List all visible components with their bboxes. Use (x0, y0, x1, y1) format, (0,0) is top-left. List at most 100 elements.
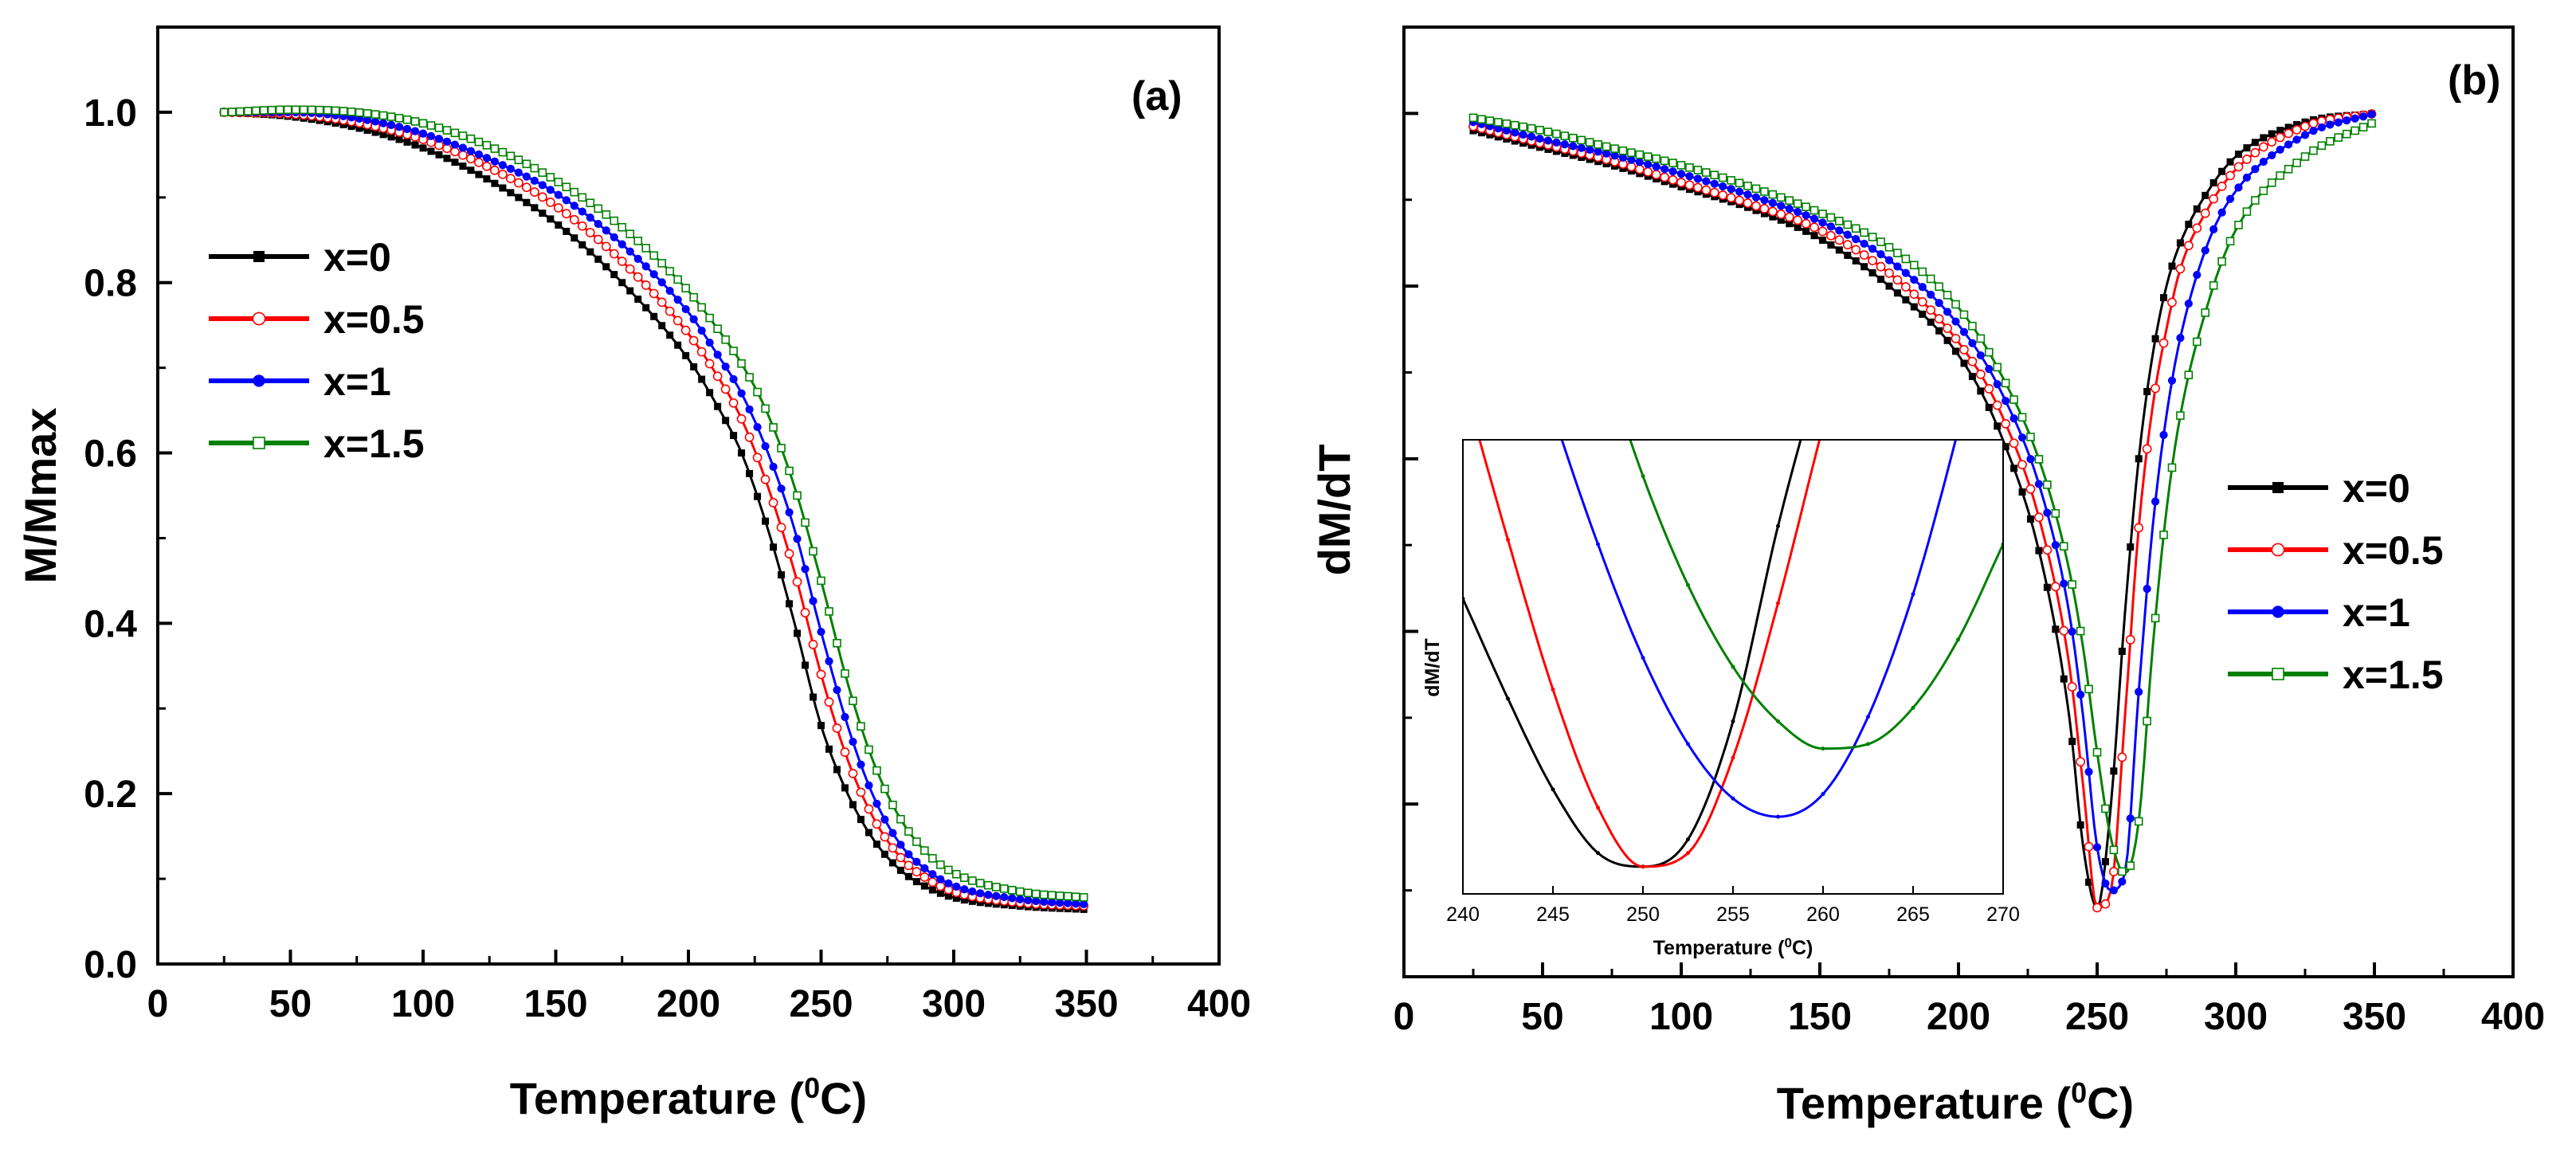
data-point (466, 147, 476, 155)
inset-data-point (1596, 338, 1600, 342)
data-point (2118, 648, 2126, 656)
data-point (2068, 580, 2076, 589)
data-point (363, 126, 371, 134)
data-point (466, 134, 476, 143)
legend-item-x-0-5: x=0.5 (209, 297, 425, 342)
data-point (657, 278, 666, 287)
data-point (880, 850, 888, 858)
data-point (275, 105, 284, 115)
x-tick-label: 100 (1649, 996, 1713, 1038)
data-point (2251, 196, 2260, 205)
data-point (2309, 146, 2318, 155)
data-point (1835, 226, 1844, 235)
data-point (2101, 858, 2109, 866)
data-point (474, 157, 484, 167)
data-point (1577, 143, 1586, 152)
data-point (1842, 240, 1853, 250)
data-point (2300, 152, 2310, 161)
inset-data-point (1506, 29, 1510, 33)
data-point (760, 474, 770, 484)
data-point (2209, 225, 2218, 233)
data-point (1727, 185, 1735, 194)
data-point (2193, 205, 2201, 213)
data-point (992, 891, 1001, 900)
data-point (936, 889, 944, 897)
data-point (1809, 222, 1819, 233)
data-point (1935, 282, 1943, 291)
data-point (2026, 515, 2034, 523)
data-point (641, 244, 651, 253)
data-point (1927, 290, 1935, 299)
data-point (1676, 170, 1686, 178)
data-point (904, 860, 914, 871)
data-point (1502, 126, 1511, 135)
data-point (2026, 433, 2035, 441)
data-point (1735, 178, 1744, 188)
panel-a-series (219, 105, 1089, 913)
data-point (753, 422, 762, 432)
panel-b-label: (b) (2448, 57, 2500, 104)
data-point (888, 859, 896, 867)
legend-marker (253, 437, 265, 449)
data-point (339, 107, 348, 116)
panel-a-y-axis-title: M/Mmax (15, 408, 65, 584)
data-point (577, 221, 587, 231)
data-point (976, 889, 985, 898)
data-point (665, 286, 674, 296)
data-point (435, 151, 443, 159)
data-point (569, 214, 579, 225)
data-point (952, 869, 961, 879)
data-point (1031, 889, 1041, 899)
data-point (538, 168, 547, 177)
data-point (363, 109, 372, 118)
data-point (2060, 675, 2068, 683)
data-point (944, 892, 952, 900)
data-point (1627, 148, 1636, 157)
data-point (1885, 282, 1893, 290)
data-point (753, 387, 762, 397)
data-point (1618, 153, 1628, 163)
data-point (1827, 241, 1835, 249)
data-point (737, 359, 746, 368)
data-point (824, 697, 834, 707)
series-line (224, 111, 1087, 911)
data-point (1594, 147, 1602, 156)
panel-a: 0 50 100 150 200 250 300 350 400 0.0 0.2 0.4 0.6 0.8… (15, 25, 1251, 1123)
series-x-1 (220, 108, 1088, 909)
y-tick-label: 1.0 (84, 92, 137, 135)
data-point (793, 491, 802, 500)
legend-marker (2272, 482, 2284, 493)
data-point (1032, 896, 1041, 906)
data-point (714, 402, 722, 410)
data-point (618, 279, 626, 287)
data-point (681, 304, 690, 314)
data-point (1751, 193, 1761, 202)
data-point (498, 161, 508, 170)
inset-data-point (1551, 688, 1555, 692)
data-point (2076, 626, 2085, 636)
data-point (1900, 282, 1911, 292)
data-point (944, 879, 953, 888)
data-point (1008, 894, 1017, 903)
data-point (1668, 167, 1677, 176)
data-point (1692, 182, 1703, 193)
inset-data-point (1551, 188, 1555, 192)
data-point (394, 113, 404, 123)
data-point (2276, 127, 2284, 135)
data-point (968, 887, 977, 896)
data-point (1910, 261, 1919, 270)
data-point (2217, 208, 2226, 217)
data-point (2234, 183, 2243, 192)
inset-data-point (1821, 356, 1825, 360)
data-point (2126, 861, 2135, 870)
data-point (1527, 132, 1536, 141)
data-point (419, 144, 427, 152)
data-point (912, 867, 922, 877)
legend-label: x=1.5 (323, 421, 425, 466)
inset-data-point (1506, 696, 1510, 701)
data-point (2209, 194, 2219, 204)
data-point (2084, 767, 2093, 776)
data-point (872, 766, 881, 775)
data-point (617, 257, 627, 266)
data-point (833, 685, 841, 695)
